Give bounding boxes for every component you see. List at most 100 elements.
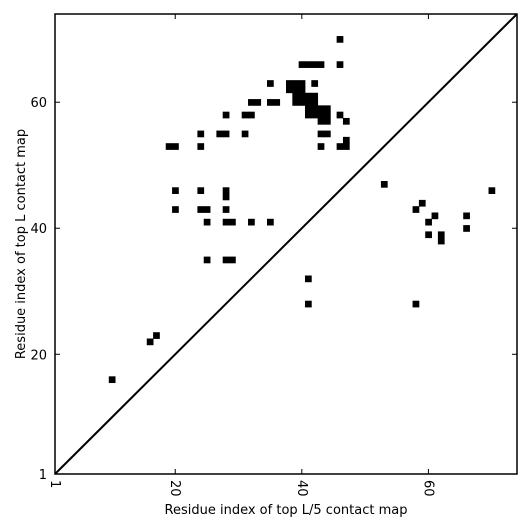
contact-point: [298, 80, 306, 87]
contact-point: [286, 86, 293, 94]
x-axis-label: Residue index of top L/5 contact map: [165, 503, 408, 518]
contact-point: [165, 143, 173, 150]
contact-point: [304, 111, 312, 119]
y-tick-label: 20: [30, 348, 47, 363]
contact-point: [222, 206, 230, 213]
contact-point: [108, 376, 116, 384]
contact-point: [222, 130, 230, 138]
contact-point: [298, 99, 306, 106]
contact-point: [425, 231, 432, 239]
contact-point: [203, 218, 211, 226]
contact-point: [292, 92, 300, 100]
y-tick-label: 60: [30, 96, 47, 111]
contact-point: [222, 111, 230, 119]
contact-point: [267, 99, 274, 106]
contact-point: [463, 212, 470, 220]
contact-point: [304, 300, 312, 308]
diagonal-line: [54, 13, 518, 475]
contact-point: [336, 36, 344, 43]
contact-point: [336, 61, 344, 68]
contact-point: [304, 105, 312, 113]
x-tick-label: 20: [167, 480, 182, 497]
y-tick-label: 40: [30, 222, 47, 237]
contact-point: [437, 237, 445, 245]
contact-point: [286, 80, 293, 87]
contact-point: [203, 206, 211, 213]
contact-point: [197, 130, 205, 138]
contact-point: [317, 143, 325, 150]
contact-point: [146, 338, 154, 346]
axis-ticks: 1 20 40 60 1 20 40 60: [30, 14, 517, 497]
contact-point: [342, 117, 350, 125]
x-tick-label: 60: [420, 480, 435, 497]
contact-point: [463, 225, 470, 232]
contact-point: [437, 231, 445, 239]
contact-point: [323, 111, 331, 119]
contact-point: [197, 206, 205, 213]
contact-point: [172, 187, 179, 194]
contact-point: [172, 206, 179, 213]
contact-point: [336, 111, 344, 119]
contact-point: [153, 332, 160, 339]
contact-point: [203, 256, 211, 264]
y-axis-label: Residue index of top L contact map: [14, 129, 29, 359]
contact-point: [304, 61, 312, 68]
contact-point: [292, 99, 300, 106]
contact-point: [267, 80, 274, 87]
contact-point: [412, 300, 420, 308]
contact-point: [380, 180, 388, 188]
contact-point: [342, 136, 350, 144]
contact-points: [108, 36, 496, 384]
x-tick-label: 40: [294, 480, 309, 497]
contact-point: [222, 193, 230, 201]
contact-point: [342, 143, 350, 150]
contact-point: [229, 218, 236, 226]
contact-point: [248, 111, 255, 119]
contact-point: [241, 111, 249, 119]
y-tick-label: 1: [39, 468, 47, 483]
contact-point: [317, 111, 325, 119]
contact-point: [431, 212, 439, 220]
plot-frame: [54, 13, 518, 475]
contact-point: [248, 99, 255, 106]
contact-point: [336, 143, 344, 150]
contact-point: [304, 99, 312, 106]
contact-point: [229, 256, 236, 264]
contact-point: [311, 111, 319, 119]
contact-point: [254, 99, 262, 106]
contact-point: [222, 218, 230, 226]
contact-point: [317, 130, 325, 138]
contact-point: [488, 187, 496, 194]
contact-point: [425, 218, 432, 226]
contact-point: [317, 117, 325, 125]
contact-point: [311, 105, 319, 113]
contact-point: [304, 275, 312, 283]
contact-point: [311, 80, 319, 87]
contact-point: [267, 218, 274, 226]
contact-point: [292, 80, 300, 87]
contact-point: [172, 143, 179, 150]
contact-point: [311, 61, 319, 68]
contact-point: [304, 92, 312, 100]
contact-point: [298, 86, 306, 94]
contact-point: [197, 143, 205, 150]
contact-point: [323, 130, 331, 138]
contact-point: [418, 199, 426, 207]
contact-point: [222, 187, 230, 194]
contact-point: [323, 105, 331, 113]
contact-point: [241, 130, 249, 138]
contact-point: [412, 206, 420, 213]
contact-point: [311, 92, 319, 100]
contact-point: [317, 61, 325, 68]
contact-point: [298, 92, 306, 100]
contact-point: [317, 105, 325, 113]
contact-point: [222, 256, 230, 264]
contact-point: [248, 218, 255, 226]
x-tick-label: 1: [47, 480, 62, 488]
contact-point: [311, 99, 319, 106]
contact-point: [323, 117, 331, 125]
contact-point: [197, 187, 205, 194]
contact-point: [298, 61, 306, 68]
contact-point: [292, 86, 300, 94]
